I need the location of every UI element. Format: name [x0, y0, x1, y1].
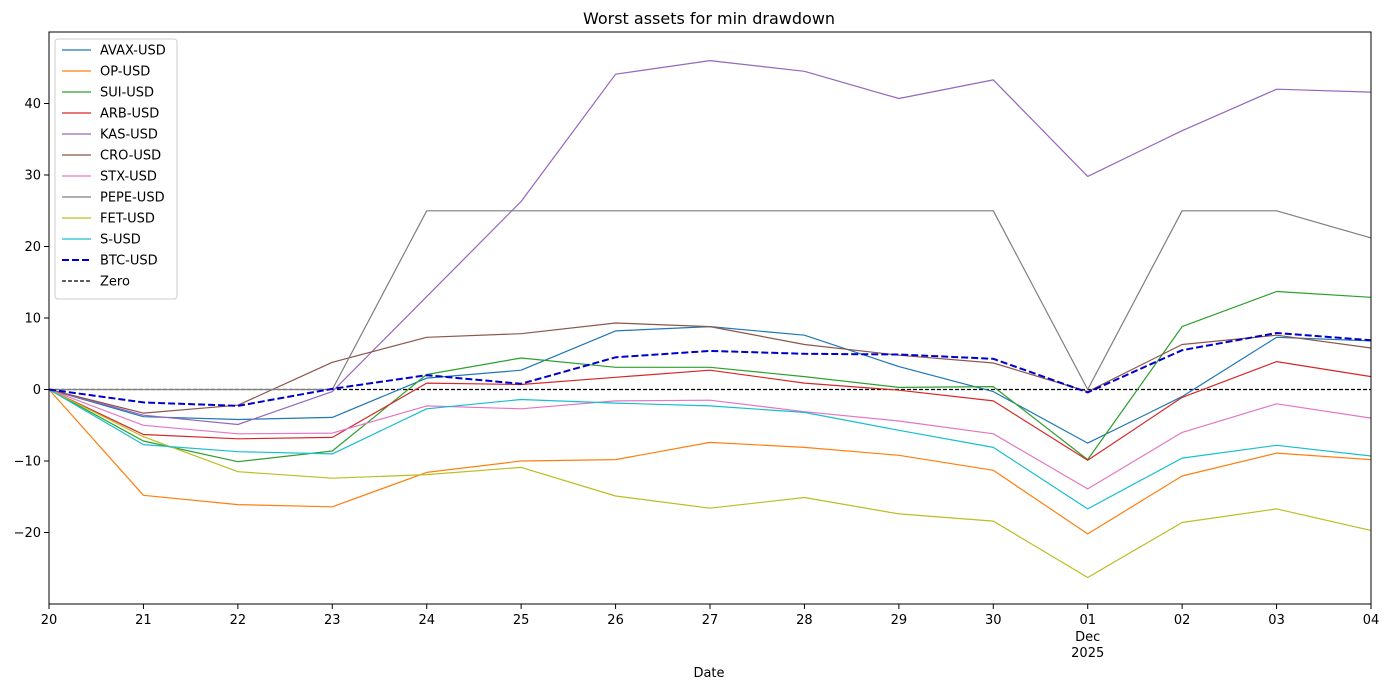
- series-line-cro-usd: [48, 322, 1372, 414]
- x-year-label: 2025: [1071, 646, 1104, 661]
- y-tick-label: 20: [24, 240, 41, 255]
- y-tick-label: 30: [24, 169, 41, 184]
- x-tick-label: 24: [418, 613, 435, 628]
- x-month-label: Dec: [1075, 630, 1100, 645]
- series-line-fet-usd: [48, 388, 1372, 579]
- y-tick-label: 10: [24, 312, 41, 327]
- chart-title: Worst assets for min drawdown: [583, 9, 835, 28]
- x-tick-label: 22: [230, 613, 247, 628]
- x-tick-label: 21: [135, 613, 152, 628]
- legend-label-stx-usd: STX-USD: [100, 170, 157, 185]
- legend-label-fet-usd: FET-USD: [100, 212, 155, 227]
- y-tick-label: −20: [14, 526, 41, 541]
- x-tick-label: 30: [985, 613, 1002, 628]
- y-tick-label: 40: [24, 97, 41, 112]
- x-tick-label: 26: [607, 613, 624, 628]
- x-tick-label: 04: [1363, 613, 1380, 628]
- x-tick-label: 23: [324, 613, 341, 628]
- legend-label-arb-usd: ARB-USD: [100, 107, 159, 122]
- legend-label-avax-usd: AVAX-USD: [100, 44, 166, 59]
- series-layer: [48, 59, 1372, 579]
- series-line-s-usd: [48, 388, 1372, 510]
- y-axis: −20 −10 0 10 20 30 40: [14, 97, 49, 541]
- series-line-btc-usd: [48, 332, 1372, 407]
- x-tick-label: 02: [1174, 613, 1191, 628]
- y-tick-label: 0: [33, 383, 41, 398]
- legend-label-btc-usd: BTC-USD: [100, 254, 158, 269]
- x-axis-label: Date: [693, 666, 724, 681]
- legend-label-zero: Zero: [100, 275, 130, 290]
- y-tick-label: −10: [14, 455, 41, 470]
- series-line-pepe-usd: [49, 210, 1372, 391]
- x-tick-label: 01: [1079, 613, 1096, 628]
- x-tick-label: 25: [513, 613, 530, 628]
- legend-label-cro-usd: CRO-USD: [100, 149, 161, 164]
- x-tick-label: 20: [41, 613, 58, 628]
- series-line-arb-usd: [48, 361, 1372, 461]
- legend-label-s-usd: S-USD: [100, 233, 141, 248]
- legend-label-pepe-usd: PEPE-USD: [100, 191, 165, 206]
- series-line-stx-usd: [48, 388, 1372, 490]
- x-tick-label: 28: [796, 613, 813, 628]
- legend: AVAX-USD OP-USD SUI-USD ARB-USD KAS-USD CRO-U…: [54, 38, 178, 300]
- legend-label-op-usd: OP-USD: [100, 65, 150, 80]
- legend-label-kas-usd: KAS-USD: [100, 128, 158, 143]
- series-line-op-usd: [48, 389, 1372, 535]
- legend-label-sui-usd: SUI-USD: [100, 86, 154, 101]
- series-line-sui-usd: [48, 290, 1372, 463]
- x-tick-label: 27: [702, 613, 719, 628]
- legend-box: [54, 38, 178, 300]
- x-tick-label: 29: [891, 613, 908, 628]
- series-line-avax-usd: [48, 326, 1372, 444]
- x-tick-label: 03: [1268, 613, 1285, 628]
- plot-area-frame: [48, 31, 1372, 605]
- series-line-kas-usd: [48, 59, 1372, 426]
